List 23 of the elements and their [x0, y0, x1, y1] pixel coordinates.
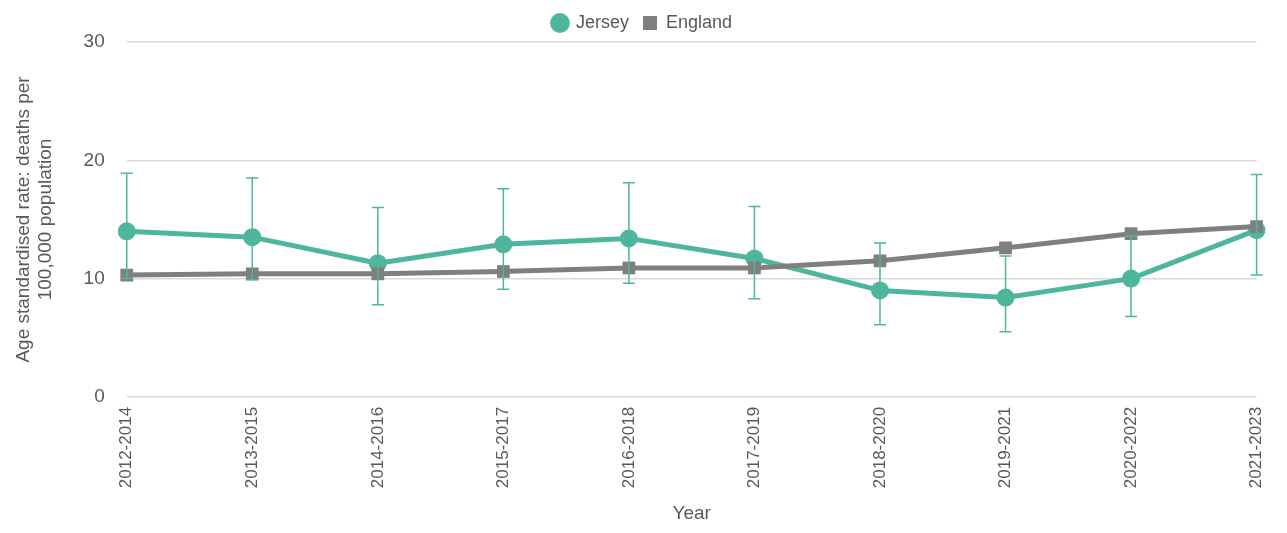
legend-label: England [665, 11, 733, 32]
x-tick-label: 2012-2014 [116, 406, 136, 489]
y-tick-label: 30 [83, 30, 105, 52]
y-tick-label: 20 [83, 148, 105, 170]
point [494, 235, 513, 254]
x-tick-label: 2021-2023 [1246, 406, 1266, 489]
point [999, 241, 1012, 255]
x-tick-label: 2016-2018 [618, 406, 638, 489]
legend-label: Jersey [575, 11, 629, 32]
x-tick-label: 2018-2020 [869, 406, 889, 489]
point [117, 222, 136, 241]
x-tick-label: 2019-2021 [995, 406, 1015, 489]
point [243, 228, 262, 247]
x-tick-label: 2017-2019 [744, 406, 764, 489]
x-tick-label: 2013-2015 [241, 406, 261, 489]
x-tick-label: 2015-2017 [493, 406, 513, 489]
x-tick-label: 2014-2016 [367, 406, 387, 489]
y-tick-label: 10 [83, 266, 105, 288]
x-tick-label: 2020-2022 [1120, 406, 1140, 489]
point [496, 265, 510, 278]
y-axis-title: Age standardised rate: deaths per 100,000 population [11, 75, 56, 363]
x-axis-title: Year [672, 501, 712, 523]
y-tick-label: 0 [94, 385, 105, 407]
